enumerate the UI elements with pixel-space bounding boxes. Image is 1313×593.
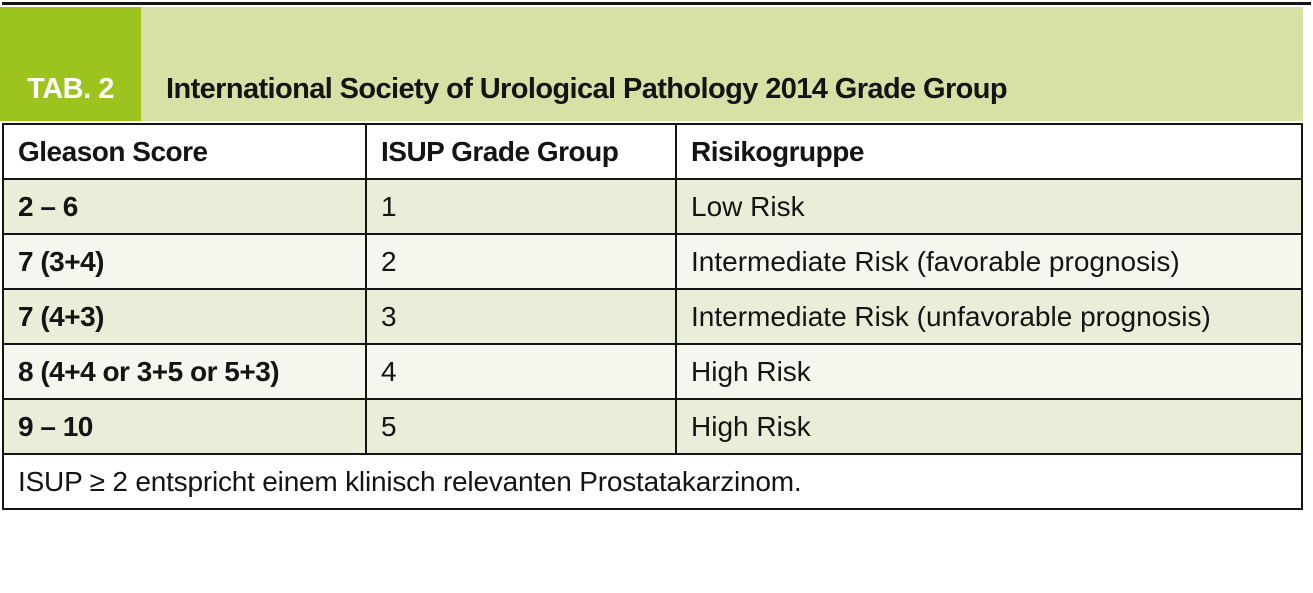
gleason-score-cell: 7 (3+4)	[2, 233, 367, 290]
table-row: 7 (3+4) 2 Intermediate Risk (favorable p…	[2, 233, 1303, 290]
col-header-gleason-score: Gleason Score	[2, 123, 367, 180]
isup-grade-table: Gleason Score ISUP Grade Group Risikogru…	[2, 123, 1303, 510]
figure-title: International Society of Urological Path…	[166, 73, 1008, 105]
risk-group-cell: Intermediate Risk (unfavorable prognosis…	[675, 288, 1303, 345]
risk-group-cell: Intermediate Risk (favorable prognosis)	[675, 233, 1303, 290]
top-rule-divider	[2, 2, 1311, 5]
figure-header-band: TAB. 2 International Society of Urologic…	[0, 7, 1303, 121]
risk-group-cell: High Risk	[675, 398, 1303, 455]
gleason-score-cell: 2 – 6	[2, 178, 367, 235]
table-row: 7 (4+3) 3 Intermediate Risk (unfavorable…	[2, 288, 1303, 345]
table-footnote-row: ISUP ≥ 2 entspricht einem klinisch relev…	[2, 453, 1303, 510]
risk-group-cell: Low Risk	[675, 178, 1303, 235]
isup-grade-cell: 3	[365, 288, 677, 345]
gleason-score-cell: 9 – 10	[2, 398, 367, 455]
gleason-score-cell: 8 (4+4 or 3+5 or 5+3)	[2, 343, 367, 400]
isup-grade-cell: 2	[365, 233, 677, 290]
isup-grade-cell: 1	[365, 178, 677, 235]
col-header-risikogruppe: Risikogruppe	[675, 123, 1303, 180]
table-footnote: ISUP ≥ 2 entspricht einem klinisch relev…	[2, 453, 1303, 510]
table-row: 8 (4+4 or 3+5 or 5+3) 4 High Risk	[2, 343, 1303, 400]
table-header-row: Gleason Score ISUP Grade Group Risikogru…	[2, 123, 1303, 180]
gleason-score-cell: 7 (4+3)	[2, 288, 367, 345]
table-row: 2 – 6 1 Low Risk	[2, 178, 1303, 235]
table-number-badge: TAB. 2	[0, 7, 141, 121]
isup-grade-cell: 5	[365, 398, 677, 455]
isup-grade-cell: 4	[365, 343, 677, 400]
risk-group-cell: High Risk	[675, 343, 1303, 400]
table-row: 9 – 10 5 High Risk	[2, 398, 1303, 455]
col-header-isup-grade-group: ISUP Grade Group	[365, 123, 677, 180]
